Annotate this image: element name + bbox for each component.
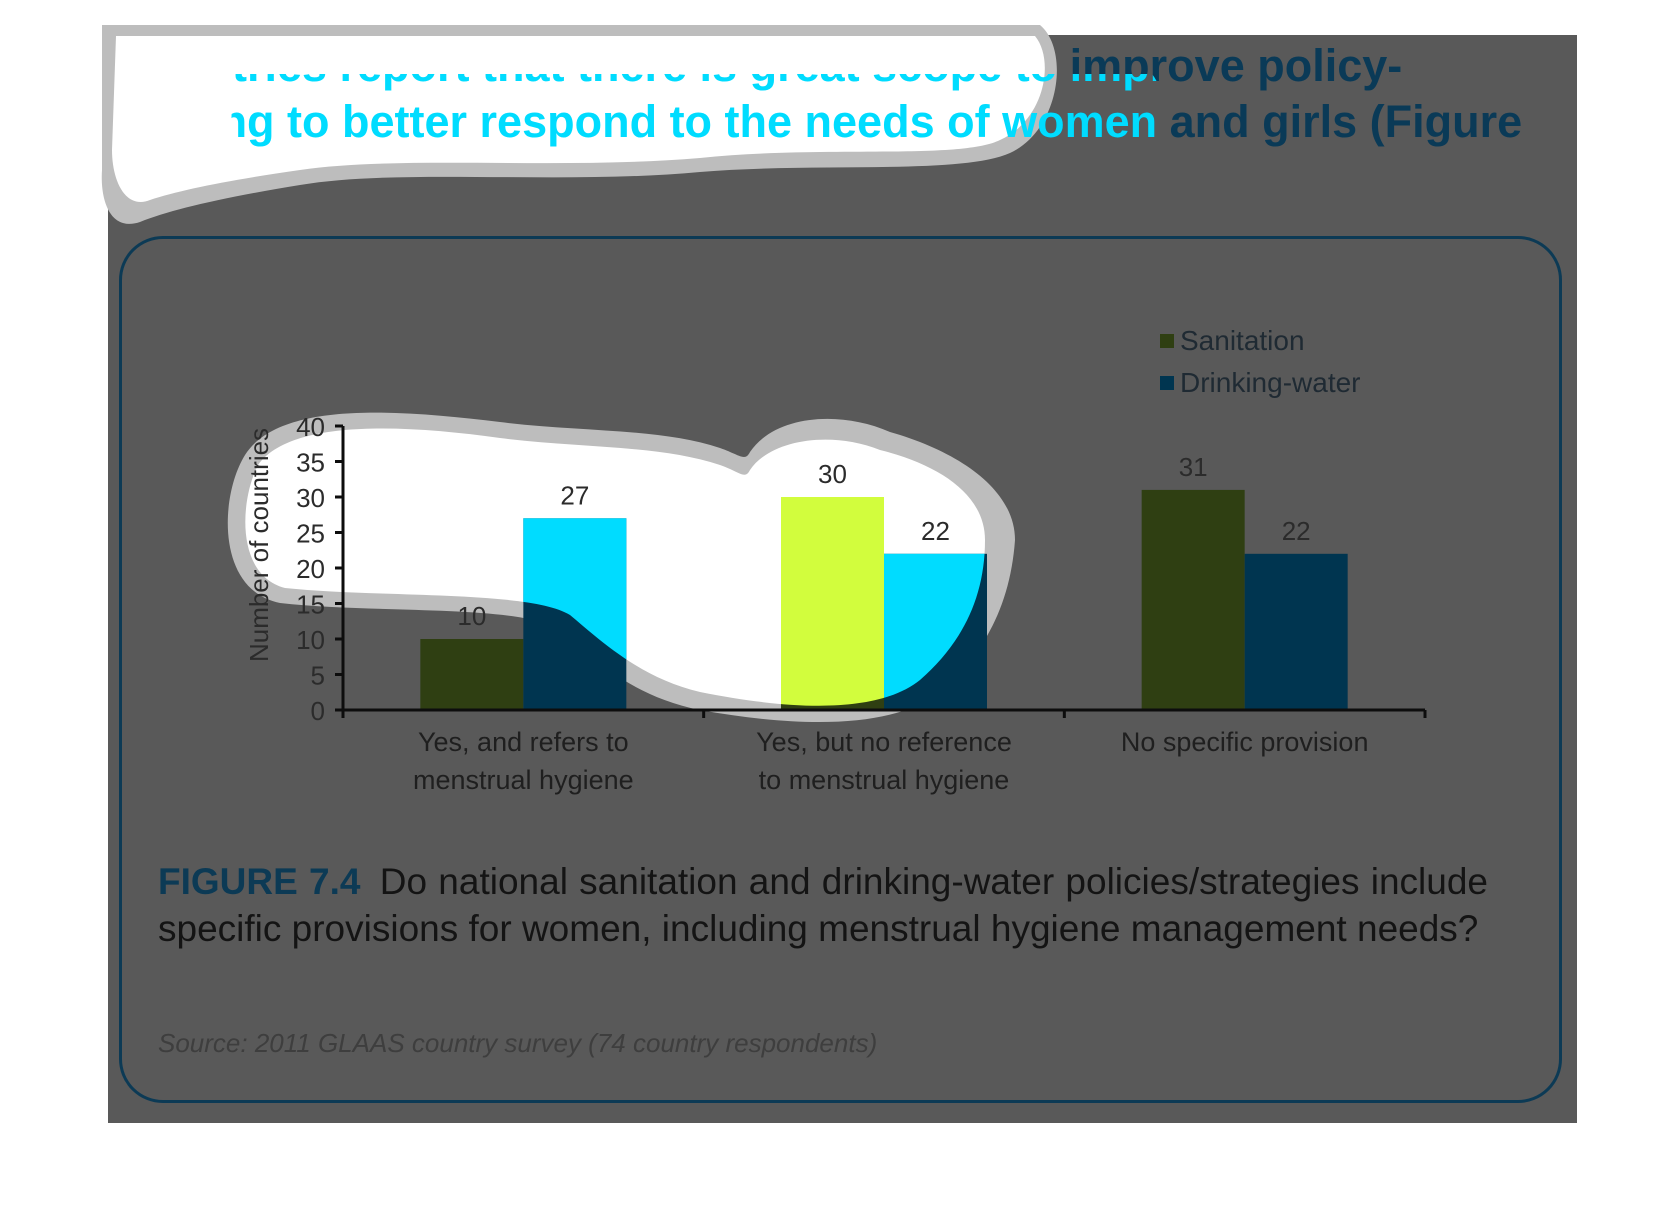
y-tick-label-10: 10 bbox=[296, 625, 325, 655]
y-tick-label-5: 5 bbox=[311, 661, 325, 691]
x-tick-label-2-line-2: to menstrual hygiene bbox=[759, 765, 1010, 795]
y-tick-label-35: 35 bbox=[296, 448, 325, 478]
bar-sanitation-1 bbox=[420, 639, 524, 710]
bar-highlight-sanitation-2 bbox=[781, 497, 884, 706]
x-tick-label-1-line-2: menstrual hygiene bbox=[413, 765, 634, 795]
legend-label-drinking-water: Drinking-water bbox=[1180, 367, 1361, 398]
figure-caption-text: Do national sanitation and drinking-wate… bbox=[158, 861, 1489, 949]
title-spotlight bbox=[112, 36, 1045, 202]
data-label-sanitation-2: 30 bbox=[818, 459, 847, 489]
bar-sanitation-3 bbox=[1141, 489, 1245, 710]
figure-panel bbox=[119, 236, 1562, 1103]
legend-item-sanitation: Sanitation bbox=[1160, 325, 1305, 357]
y-tick-label-0: 0 bbox=[311, 696, 325, 726]
y-tick-label-30: 30 bbox=[296, 483, 325, 513]
figure-label: FIGURE 7.4 bbox=[158, 861, 361, 902]
y-tick-label-20: 20 bbox=[296, 554, 325, 584]
data-label-drinking-water-3: 22 bbox=[1282, 516, 1311, 546]
axes bbox=[335, 424, 1427, 718]
legend-item-drinking-water: Drinking-water bbox=[1160, 367, 1361, 399]
data-label-sanitation-1: 10 bbox=[457, 601, 486, 631]
legend-swatch-sanitation bbox=[1160, 334, 1174, 348]
data-label-sanitation-3: 31 bbox=[1179, 452, 1208, 482]
y-tick-label-15: 15 bbox=[296, 590, 325, 620]
legend-label-sanitation: Sanitation bbox=[1180, 325, 1305, 356]
x-tick-label-2-line-1: Yes, but no reference bbox=[756, 727, 1012, 757]
y-axis-title: Number of countries bbox=[244, 428, 274, 662]
y-tick-label-40: 40 bbox=[296, 412, 325, 442]
bar-drinking-water-3 bbox=[1244, 553, 1348, 710]
legend-swatch-drinking-water bbox=[1160, 376, 1174, 390]
figure-caption: FIGURE 7.4 Do national sanitation and dr… bbox=[158, 858, 1488, 952]
data-label-drinking-water-1: 27 bbox=[560, 480, 589, 510]
chart-labels: 10 27 Yes, and refers to menstrual hygiene 3… bbox=[244, 412, 1368, 795]
y-tick-label-25: 25 bbox=[296, 519, 325, 549]
x-tick-label-3: No specific provision bbox=[1121, 727, 1369, 757]
data-label-drinking-water-2: 22 bbox=[921, 516, 950, 546]
figure-source: Source: 2011 GLAAS country survey (74 co… bbox=[158, 1028, 878, 1058]
x-tick-label-1-line-1: Yes, and refers to bbox=[418, 727, 629, 757]
